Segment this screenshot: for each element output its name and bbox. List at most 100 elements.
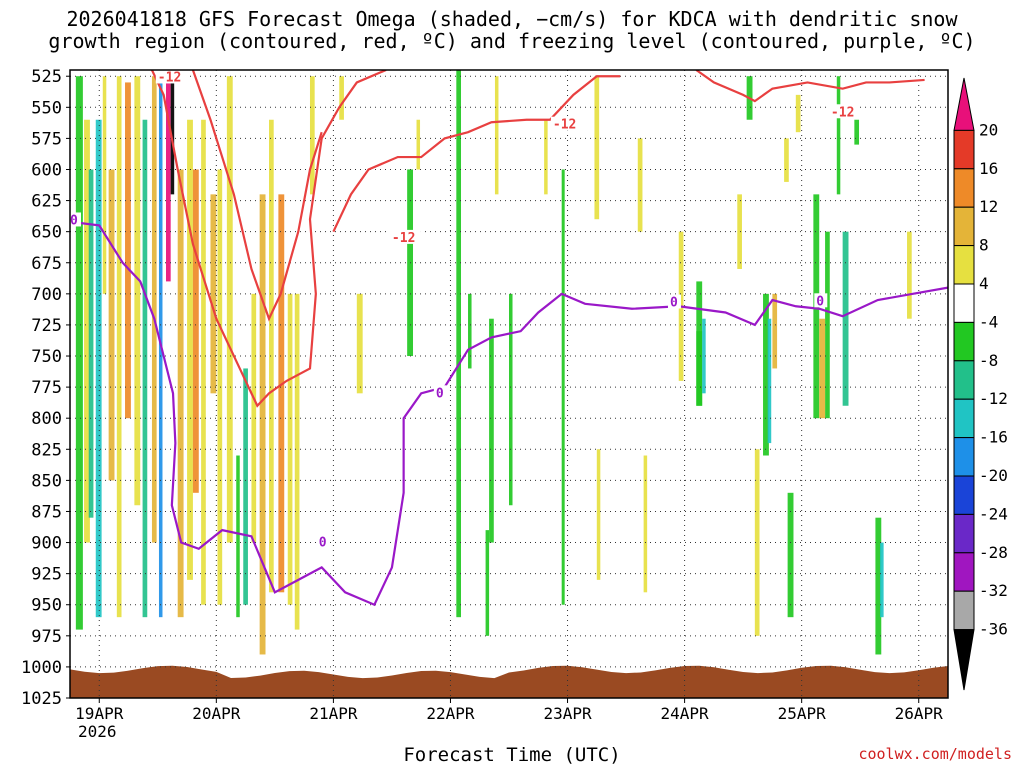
omega-streak — [259, 194, 266, 655]
dgz-contour-label-bg — [155, 70, 187, 84]
y-tick-label: 650 — [31, 223, 62, 243]
omega-streak — [544, 119, 548, 195]
dgz-contour-c — [332, 75, 621, 233]
omega-streak — [637, 138, 643, 232]
contour-lines: -12 -12 -12 -12 0 0 0 0 0 — [70, 70, 948, 607]
y-tick-label: 900 — [31, 534, 62, 554]
omega-streak — [278, 194, 285, 593]
colorbar-swatch — [953, 283, 975, 323]
freezing-contour-label: 0 — [816, 294, 824, 309]
y-tick-label: 750 — [31, 347, 62, 367]
colorbar-label: -16 — [979, 428, 1008, 447]
colorbar-label: -24 — [979, 504, 1008, 523]
x-tick-label: 21APR — [309, 704, 358, 723]
colorbar-swatch — [953, 321, 975, 362]
freezing-contour-label: 0 — [436, 386, 444, 401]
omega-streak — [468, 293, 472, 369]
omega-streak — [294, 293, 300, 630]
y-axis-ticks: 525 550 575 600 625 650 675 700 725 750 775 800 825 8… — [21, 67, 70, 709]
y-tick-label: 550 — [31, 98, 62, 118]
dgz-contour-label-bg — [828, 104, 860, 119]
freezing-contour-label-bg — [70, 212, 81, 227]
omega-streak — [702, 318, 706, 394]
omega-streak — [339, 76, 344, 120]
colorbar-label: 20 — [979, 120, 998, 139]
omega-streak — [236, 455, 240, 618]
omega-streak — [784, 138, 789, 182]
colorbar-swatch — [953, 590, 975, 631]
omega-streak — [767, 318, 772, 444]
colorbar: 20 16 12 8 4 -4 -8 -12 -16 -20 -24 -28 -32 -36 — [953, 77, 1008, 691]
y-tick-label: 525 — [31, 67, 62, 87]
colorbar-label: -12 — [979, 389, 1008, 408]
dgz-contour-label: -12 — [831, 105, 854, 120]
colorbar-swatch — [953, 245, 975, 285]
omega-streak — [594, 76, 600, 220]
colorbar-swatch — [953, 552, 975, 592]
freezing-level-contour — [70, 220, 948, 607]
omega-streak — [170, 76, 175, 195]
y-tick-label: 625 — [31, 192, 62, 212]
freezing-contour-label-bg — [433, 385, 447, 400]
plot-frame — [69, 69, 949, 699]
dgz-contour-label: -12 — [553, 118, 576, 133]
colorbar-label: -32 — [979, 581, 1008, 600]
omega-streak — [269, 119, 274, 593]
colorbar-cap-bottom — [953, 629, 975, 691]
omega-streak — [456, 70, 462, 618]
y-tick-label: 875 — [31, 502, 62, 522]
dgz-contour-label-bg — [389, 229, 421, 244]
omega-streak — [243, 368, 248, 605]
x-axis-label: Forecast Time (UTC) — [403, 744, 621, 766]
y-tick-label: 800 — [31, 409, 62, 429]
freezing-contour-label: 0 — [319, 536, 327, 551]
colorbar-swatch — [953, 437, 975, 477]
omega-streak — [165, 76, 171, 282]
omega-streak — [356, 293, 363, 394]
x-tick-label: 24APR — [661, 704, 710, 723]
y-tick-label: 850 — [31, 471, 62, 491]
omega-streak — [485, 530, 490, 636]
colorbar-swatch — [953, 129, 975, 170]
colorbar-swatch — [953, 398, 975, 439]
omega-streak — [842, 231, 849, 406]
omega-streak — [84, 119, 90, 543]
omega-streak — [210, 194, 217, 394]
x-tick-label: 26APR — [895, 704, 944, 723]
dgz-contour-d — [695, 70, 925, 103]
omega-streak — [696, 281, 703, 406]
omega-streak — [643, 455, 648, 593]
omega-streak — [177, 169, 184, 618]
omega-streak — [88, 169, 94, 518]
dgz-contour-label: -12 — [392, 231, 415, 246]
omega-streak — [75, 76, 83, 630]
chart-title-line-2: growth region (contoured, red, ºC) and f… — [48, 29, 976, 53]
colorbar-label: 12 — [979, 197, 998, 216]
colorbar-swatch — [953, 475, 975, 515]
y-tick-label: 775 — [31, 378, 62, 398]
omega-streak — [309, 76, 315, 195]
omega-streak — [102, 76, 107, 294]
omega-streak — [142, 119, 148, 618]
colorbar-swatch — [953, 513, 975, 554]
freezing-contour-label-bg — [316, 534, 330, 549]
omega-streak — [134, 76, 141, 506]
y-tick-label: 1000 — [21, 658, 62, 678]
omega-streak — [763, 293, 769, 456]
x-tick-label: 22APR — [426, 704, 475, 723]
y-tick-label: 950 — [31, 596, 62, 616]
omega-streak — [116, 76, 122, 618]
omega-streak — [596, 449, 601, 580]
freezing-contour-label: 0 — [670, 296, 678, 311]
y-tick-label: 600 — [31, 160, 62, 180]
freezing-contour-label: 0 — [70, 213, 78, 228]
credit-label: coolwx.com/models — [858, 745, 1012, 763]
dgz-contour-a — [150, 70, 387, 408]
omega-streak — [819, 318, 826, 419]
omega-streak — [825, 231, 830, 419]
omega-streak — [787, 492, 794, 618]
y-tick-label: 700 — [31, 285, 62, 305]
omega-streak — [836, 76, 841, 195]
y-tick-label: 925 — [31, 565, 62, 585]
freezing-contour-label-bg — [814, 293, 828, 308]
